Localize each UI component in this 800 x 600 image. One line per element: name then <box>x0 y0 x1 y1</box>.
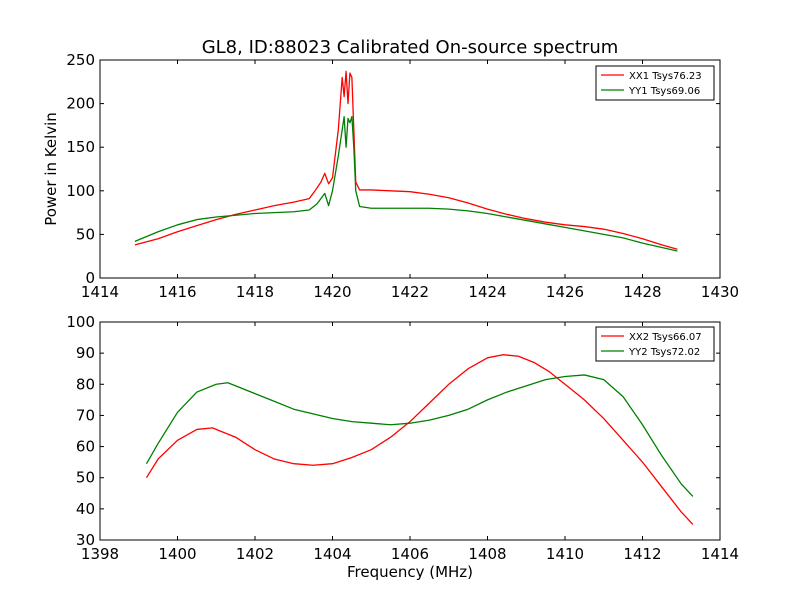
figure-title: GL8, ID:88023 Calibrated On-source spect… <box>202 37 619 58</box>
series-line-green <box>145 374 694 497</box>
x-tick-label: 1398 <box>81 545 119 563</box>
y-tick-label: 100 <box>66 313 95 331</box>
y-tick-label: 90 <box>76 344 95 362</box>
series-line-red <box>134 70 678 250</box>
x-tick-label: 1410 <box>546 545 584 563</box>
legend-box <box>595 326 715 362</box>
y-axis-label: Power in Kelvin <box>42 112 60 226</box>
y-tick-label: 50 <box>76 225 95 243</box>
legend-entry: XX2 Tsys66.07 <box>629 332 702 343</box>
y-tick-label: 200 <box>66 95 95 113</box>
x-tick-label: 1430 <box>701 283 739 301</box>
x-tick-label: 1426 <box>546 283 584 301</box>
x-tick-label: 1416 <box>158 283 196 301</box>
y-tick-label: 40 <box>76 500 95 518</box>
y-tick-label: 50 <box>76 469 95 487</box>
x-tick-label: 1412 <box>623 545 661 563</box>
x-tick-label: 1418 <box>236 283 274 301</box>
series-line-green <box>134 116 678 252</box>
x-axis-label: Frequency (MHz) <box>347 563 473 581</box>
legend-box <box>595 65 715 101</box>
x-tick-label: 1422 <box>391 283 429 301</box>
legend-entry: YY2 Tsys72.02 <box>628 347 700 358</box>
x-tick-label: 1414 <box>701 545 739 563</box>
top-spectrum-panel: 1414 1416 1418 1420 1422 1424 1426 1428 1430 0 50 1… <box>66 51 739 301</box>
y-tick-label: 250 <box>66 51 95 69</box>
x-tick-label: 1406 <box>391 545 429 563</box>
bottom-spectrum-panel: 1398 1400 1402 1404 1406 1408 1410 1412 1414 30 40… <box>66 313 739 563</box>
x-tick-label: 1408 <box>468 545 506 563</box>
y-tick-label: 150 <box>66 138 95 156</box>
y-tick-label: 70 <box>76 406 95 424</box>
y-tick-label: 0 <box>85 269 95 287</box>
x-tick-label: 1404 <box>313 545 351 563</box>
legend: XX1 Tsys76.23 YY1 Tsys69.06 <box>595 65 715 101</box>
y-tick-label: 100 <box>66 182 95 200</box>
x-tick-label: 1420 <box>313 283 351 301</box>
x-tick-label: 1402 <box>236 545 274 563</box>
legend-entry: YY1 Tsys69.06 <box>628 86 700 97</box>
x-tick-label: 1400 <box>158 545 196 563</box>
y-tick-label: 30 <box>76 531 95 549</box>
x-tick-label: 1424 <box>468 283 506 301</box>
x-tick-label: 1428 <box>623 283 661 301</box>
legend-entry: XX1 Tsys76.23 <box>629 71 702 82</box>
x-tick-label: 1414 <box>81 283 119 301</box>
y-tick-label: 80 <box>76 375 95 393</box>
y-tick-label: 60 <box>76 438 95 456</box>
legend: XX2 Tsys66.07 YY2 Tsys72.02 <box>595 326 715 362</box>
series-line-red <box>145 354 694 525</box>
